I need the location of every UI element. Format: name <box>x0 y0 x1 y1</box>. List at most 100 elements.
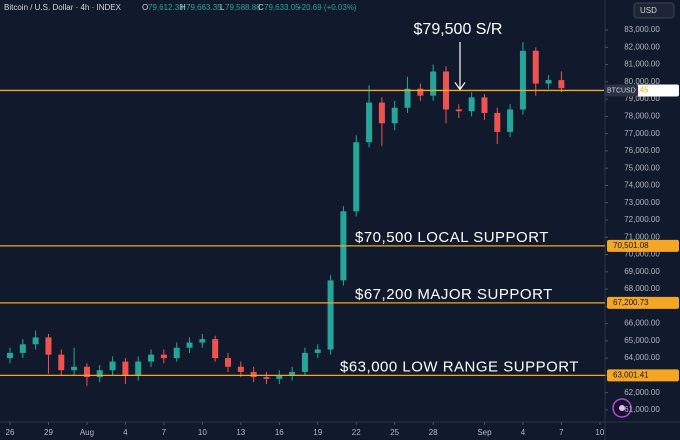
x-tick-label: 4 <box>123 428 128 437</box>
y-tick-label: 75,000.00 <box>624 163 660 172</box>
callout-arrowhead <box>454 82 466 91</box>
x-tick-label: 7 <box>162 428 167 437</box>
candle-body <box>455 109 462 112</box>
x-tick-label: 19 <box>313 428 322 437</box>
level-tag-label: 63,001.41 <box>613 370 649 379</box>
x-tick-label: 16 <box>275 428 284 437</box>
candle-body <box>122 361 129 376</box>
candle-body <box>391 107 398 124</box>
legend-header: Bitcoin / U.S. Dollar · 4h · INDEX O 79,… <box>4 3 357 12</box>
candle-body <box>199 339 206 343</box>
y-tick-label: 64,000.00 <box>624 353 660 362</box>
candle-body <box>237 366 244 372</box>
candle-body <box>263 377 270 379</box>
candle-body <box>276 375 283 379</box>
o-value: 79,612.38 <box>148 3 184 12</box>
symbol-tag-label: BTCUSD <box>607 87 636 94</box>
candle-body <box>327 280 334 350</box>
candle-body <box>314 349 321 353</box>
candle-body <box>250 371 257 378</box>
candle-body <box>366 102 373 143</box>
y-tick-label: 80,000.00 <box>624 77 660 86</box>
currency-button[interactable] <box>633 2 675 19</box>
o-label: O <box>142 3 148 12</box>
level-tag <box>607 239 679 252</box>
candle-body <box>173 347 180 359</box>
y-tick-label: 71,000.00 <box>624 232 660 241</box>
candle-body <box>96 370 103 378</box>
candle-body <box>545 80 552 84</box>
change: +20.69 (+0.03%) <box>297 3 357 12</box>
candle-body <box>135 361 142 376</box>
level-annotation: $63,000 LOW RANGE SUPPORT <box>340 358 579 375</box>
x-tick-label: 4 <box>521 428 526 437</box>
candle-body <box>289 371 296 376</box>
candle-body <box>83 366 90 378</box>
y-tick-label: 65,000.00 <box>624 336 660 345</box>
level-annotation: $70,500 LOCAL SUPPORT <box>355 229 549 246</box>
candle-body <box>417 88 424 96</box>
candle-body <box>186 342 193 348</box>
y-tick-label: 83,000.00 <box>624 25 660 34</box>
candle-body <box>468 97 475 112</box>
y-tick-label: 79,000.00 <box>624 94 660 103</box>
candle-body <box>71 366 78 371</box>
x-tick-label: 25 <box>390 428 399 437</box>
candle-body <box>7 352 14 359</box>
y-tick-label: 62,000.00 <box>624 388 660 397</box>
c-label: C <box>258 3 264 12</box>
candle-body <box>481 97 488 113</box>
y-tick-label: 69,000.00 <box>624 267 660 276</box>
candle-body <box>109 361 116 371</box>
y-tick-label: 74,000.00 <box>624 181 660 190</box>
symbol-tag <box>604 84 638 97</box>
y-tick-label: 73,000.00 <box>624 198 660 207</box>
candle-body <box>32 337 39 345</box>
currency-label: USD <box>640 6 657 15</box>
l-label: L <box>220 3 225 12</box>
y-tick-label: 78,000.00 <box>624 111 660 120</box>
candle-body <box>160 354 167 359</box>
candle-body <box>224 358 231 367</box>
candle-body <box>532 50 539 84</box>
y-tick-label: 77,000.00 <box>624 129 660 138</box>
y-tick-label: 81,000.00 <box>624 60 660 69</box>
x-tick-label: Sep <box>477 428 492 437</box>
x-tick-label: Aug <box>80 428 94 437</box>
y-tick-label: 70,000.00 <box>624 250 660 259</box>
candle-body <box>378 102 385 124</box>
candle-body <box>558 80 565 89</box>
candle-body <box>212 339 219 359</box>
x-tick-label: 26 <box>6 428 15 437</box>
y-tick-label: 68,000.00 <box>624 284 660 293</box>
candle-body <box>519 50 526 110</box>
candle-body <box>507 109 514 132</box>
callout: $79,500 S/R <box>414 21 503 38</box>
level-tag-label: 70,501.08 <box>613 241 649 250</box>
l-value: 79,588.88 <box>225 3 261 12</box>
x-tick-label: 10 <box>198 428 207 437</box>
y-tick-label: 61,000.00 <box>624 405 660 414</box>
logo-dot <box>619 405 625 411</box>
logo <box>612 398 632 418</box>
x-tick-label: 10 <box>595 428 604 437</box>
level-annotation: $67,200 MAJOR SUPPORT <box>355 286 553 303</box>
level-tag <box>607 369 679 382</box>
candle-body <box>404 88 411 108</box>
candle-body <box>148 354 155 362</box>
x-tick-label: 29 <box>44 428 53 437</box>
x-tick-label: 28 <box>429 428 438 437</box>
x-tick-label: 7 <box>559 428 564 437</box>
y-tick-label: 72,000.00 <box>624 215 660 224</box>
candle-body <box>45 337 52 355</box>
candle-body <box>19 344 26 353</box>
symbol: Bitcoin / U.S. Dollar · 4h · INDEX <box>4 3 122 12</box>
level-tag-label: 67,200.73 <box>613 298 649 307</box>
y-tick-label: 66,000.00 <box>624 319 660 328</box>
candle-body <box>430 71 437 96</box>
y-tick-label: 76,000.00 <box>624 146 660 155</box>
c-value: 79,633.05 <box>264 3 300 12</box>
candle-body <box>494 112 501 132</box>
x-tick-label: 13 <box>236 428 245 437</box>
h-value: 79,663.35 <box>186 3 222 12</box>
